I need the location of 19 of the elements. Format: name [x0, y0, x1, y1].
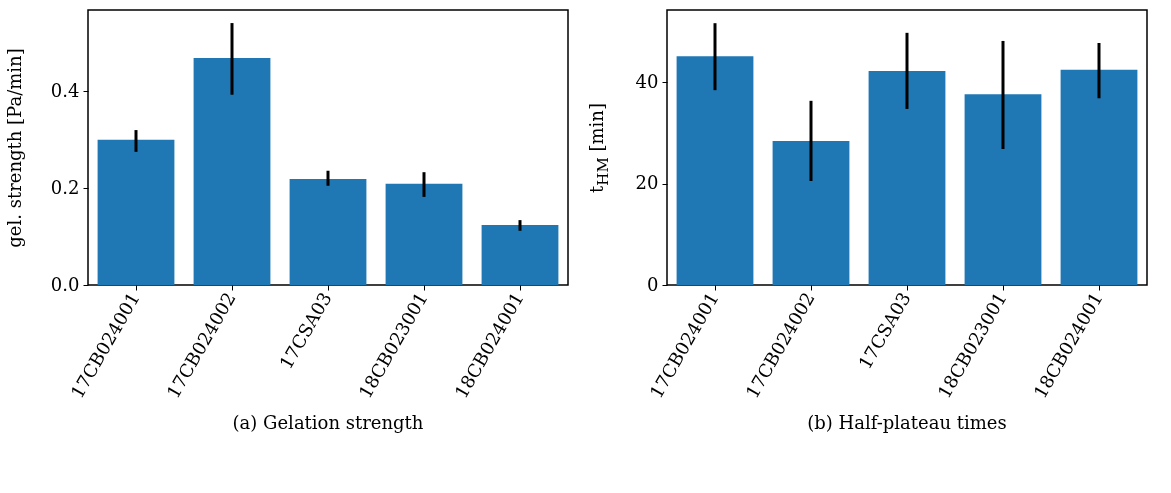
bar [676, 56, 754, 285]
y-tick-label: 0.0 [50, 273, 80, 295]
y-axis-title: gel. strength [Pa/min] [3, 48, 25, 248]
y-tick-label: 0.2 [50, 176, 80, 198]
y-tick-label: 0 [647, 273, 659, 295]
bar [772, 140, 850, 285]
bar [964, 94, 1042, 285]
y-tick-label: 40 [635, 70, 659, 92]
bar [1060, 69, 1138, 285]
bar [289, 178, 367, 285]
bar [481, 224, 559, 285]
bar [868, 70, 946, 285]
y-tick-label: 0.4 [50, 79, 80, 101]
text: (a) Gelation strength [232, 412, 424, 434]
text: (b) Half-plateau times [807, 412, 1007, 434]
bar [385, 183, 463, 285]
bar [97, 139, 175, 285]
bar [193, 57, 271, 285]
y-tick-label: 20 [635, 172, 659, 194]
